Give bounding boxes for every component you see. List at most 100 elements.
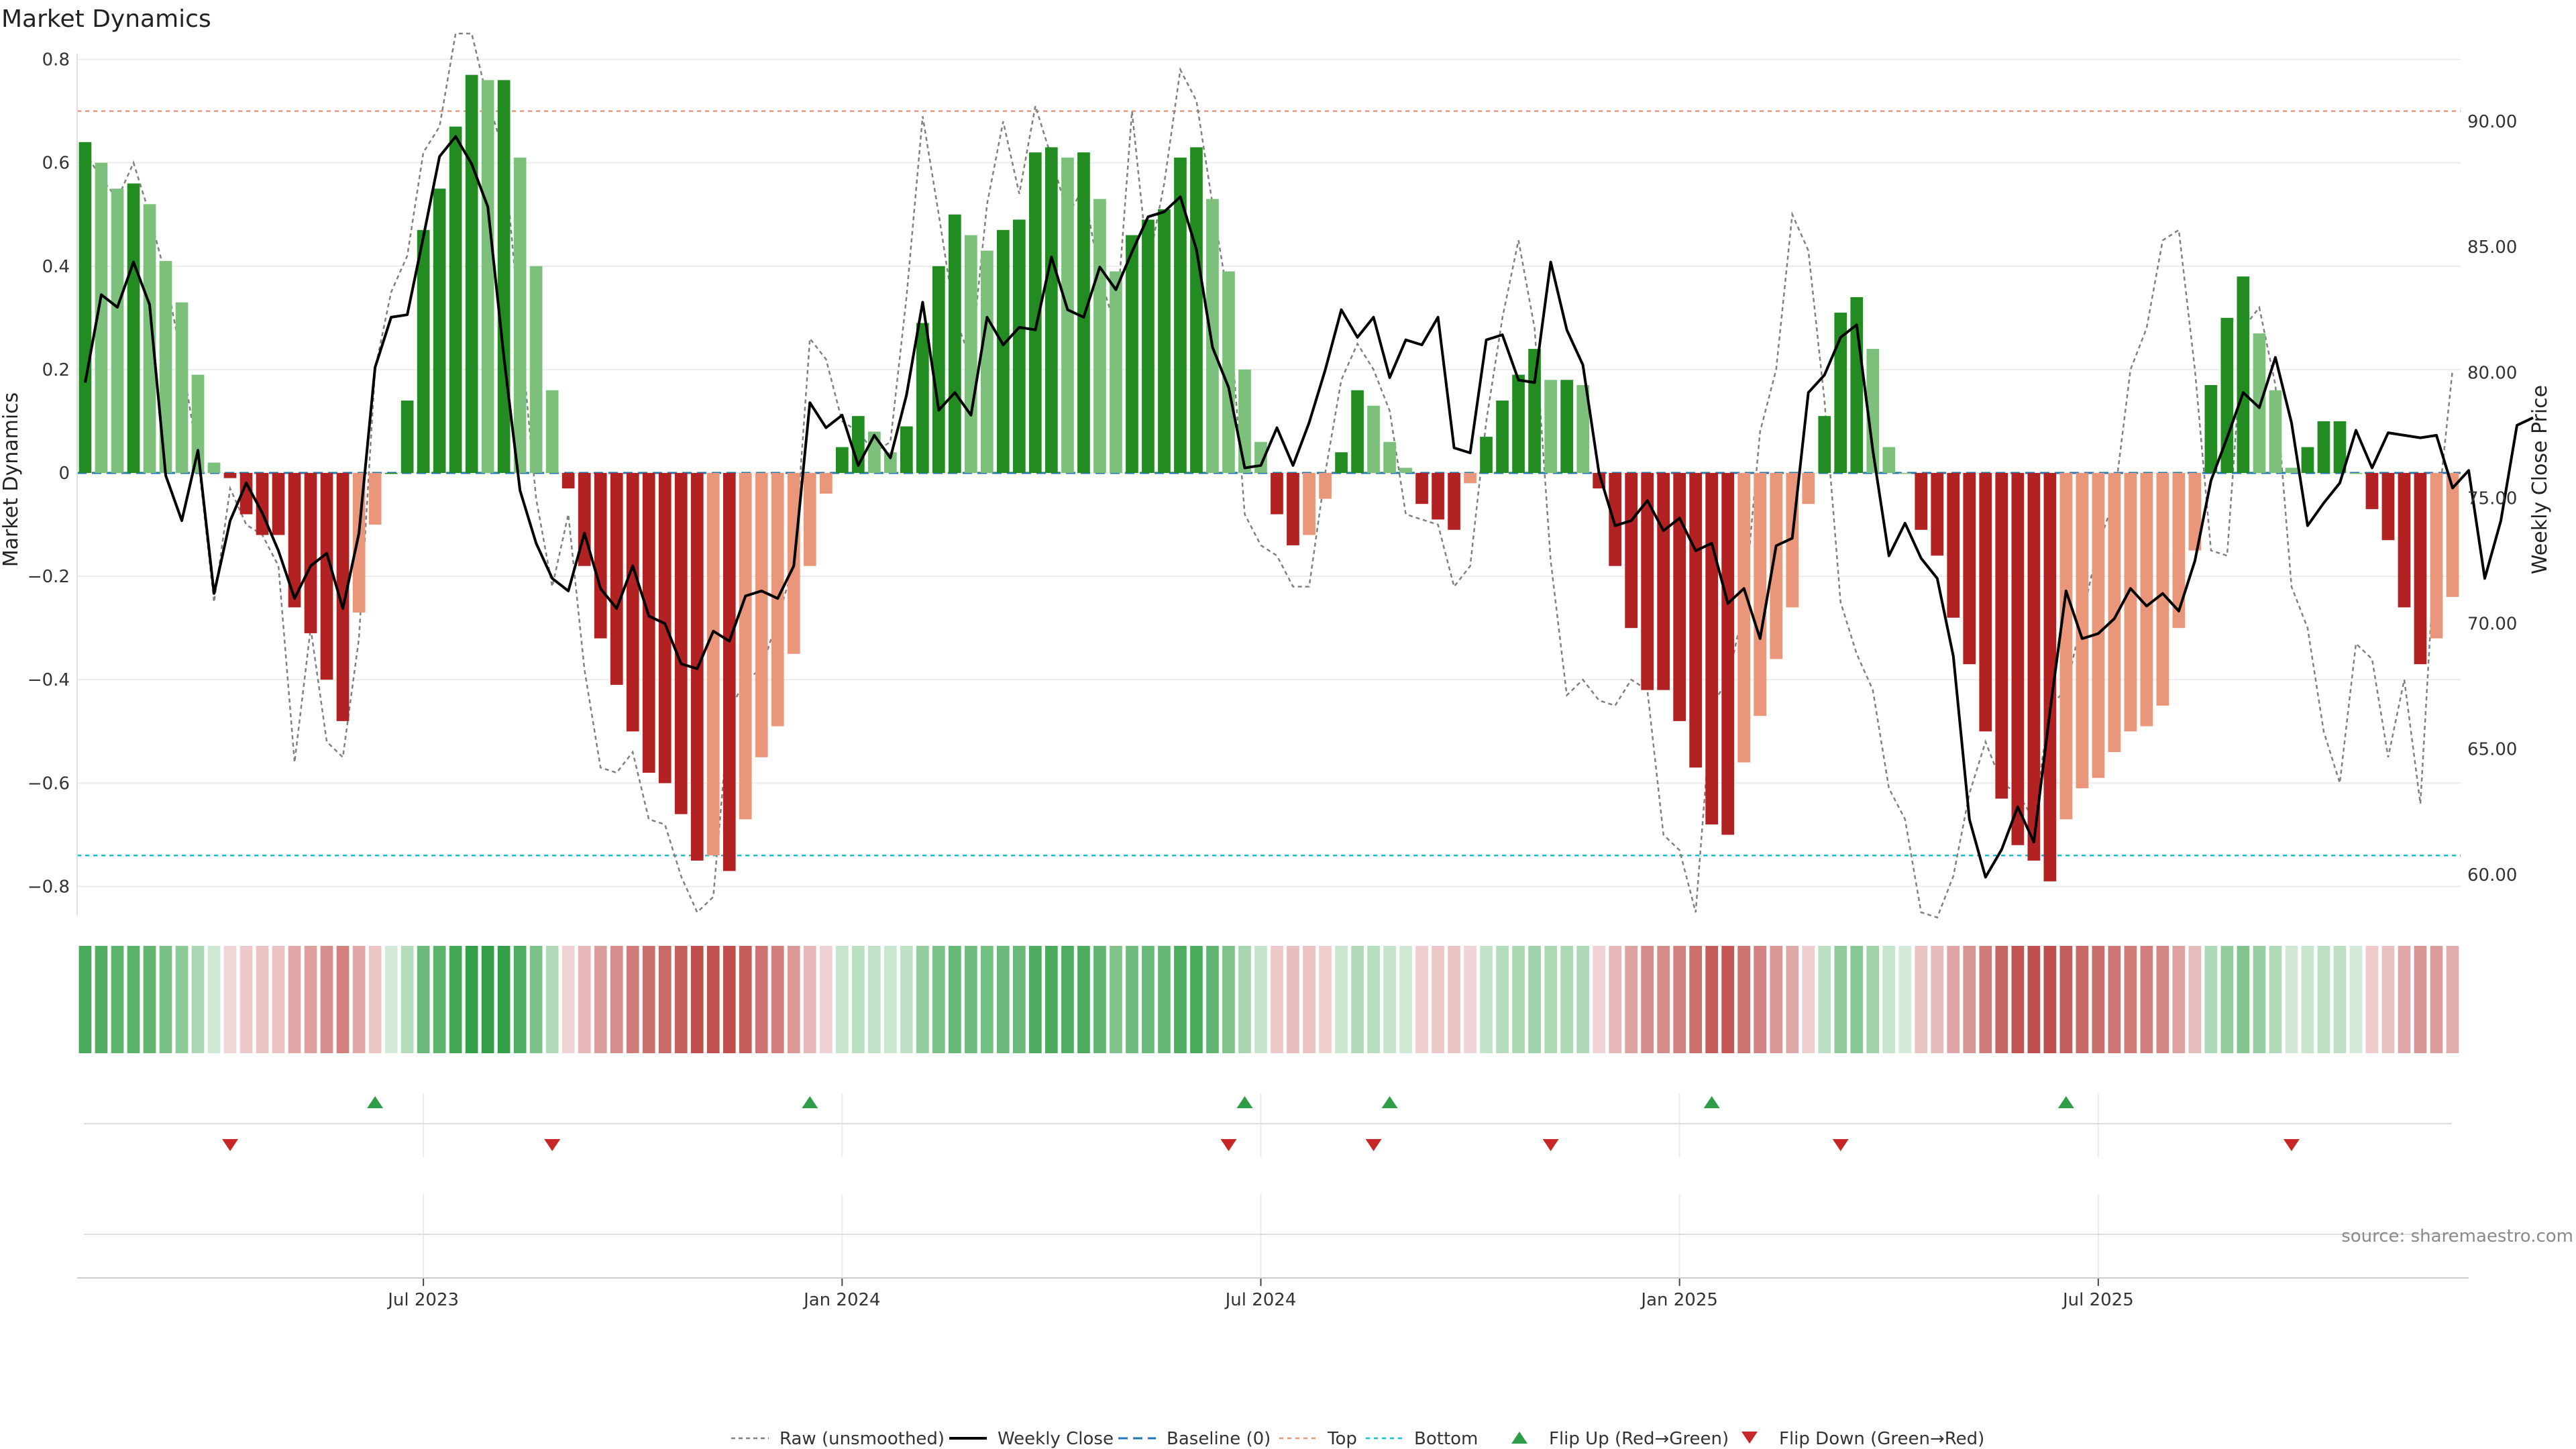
bar	[143, 204, 156, 473]
heat-cell	[1689, 946, 1702, 1053]
heat-cell	[1110, 946, 1122, 1053]
heat-cell	[916, 946, 929, 1053]
y-tick-label: 0.6	[42, 154, 70, 174]
heat-cell	[1383, 946, 1396, 1053]
heat-cell	[304, 946, 317, 1053]
bar	[111, 189, 124, 473]
heat-cell	[561, 946, 575, 1053]
heat-cell	[884, 946, 897, 1053]
heat-cell	[2381, 946, 2395, 1053]
heat-cell	[755, 946, 768, 1053]
x-tick-label: Jan 2025	[1640, 1290, 1718, 1310]
bar	[1093, 199, 1106, 473]
bar	[1029, 152, 1042, 473]
bar	[2381, 473, 2395, 541]
bar	[78, 142, 92, 474]
bar	[481, 80, 494, 473]
legend-label: Weekly Close	[998, 1429, 1114, 1449]
heat-cell	[223, 946, 237, 1053]
bar	[2076, 473, 2089, 789]
bar	[368, 473, 382, 525]
heat-cell	[207, 946, 221, 1053]
bar	[127, 183, 140, 473]
bar	[191, 374, 205, 473]
bar	[900, 426, 913, 473]
heat-cell	[852, 946, 865, 1053]
heat-cell	[1705, 946, 1718, 1053]
heat-cell	[2011, 946, 2025, 1053]
heat-cell	[1915, 946, 1928, 1053]
bar	[1367, 405, 1380, 473]
bar	[594, 473, 607, 639]
heat-cell	[2092, 946, 2105, 1053]
bar	[1222, 271, 1235, 473]
bar	[2011, 473, 2025, 845]
heat-cell	[529, 946, 543, 1053]
heat-cell	[739, 946, 752, 1053]
heat-cell	[433, 946, 446, 1053]
heat-cell	[2043, 946, 2057, 1053]
bar	[1287, 473, 1299, 545]
bar	[2172, 473, 2186, 629]
bar	[2414, 473, 2427, 665]
heat-cell	[836, 946, 849, 1053]
bar	[2333, 421, 2347, 473]
legend: Raw (unsmoothed) Weekly Close Baseline (0)…	[731, 1429, 1984, 1449]
heat-cell	[1544, 946, 1557, 1053]
heat-cell	[1254, 946, 1267, 1053]
x-tick-label: Jul 2025	[2061, 1290, 2134, 1310]
flip-up-marker	[1381, 1096, 1398, 1108]
heat-cell	[513, 946, 527, 1053]
heat-cell	[1882, 946, 1896, 1053]
y2-tick-label: 70.00	[2467, 614, 2517, 635]
bar	[949, 214, 961, 473]
heat-cell	[674, 946, 688, 1053]
heat-cell	[175, 946, 189, 1053]
bar	[1721, 473, 1734, 835]
heat-cell	[1464, 946, 1477, 1053]
legend-label: Raw (unsmoothed)	[780, 1429, 945, 1449]
market-dynamics-bars	[78, 74, 2459, 881]
heat-cell	[1077, 946, 1090, 1053]
bar	[2059, 473, 2073, 820]
bar	[1931, 473, 1944, 556]
y2-tick-label: 90.00	[2467, 112, 2517, 132]
legend-label: Bottom	[1414, 1429, 1478, 1449]
bar	[1480, 437, 1493, 473]
flip-down-marker	[1365, 1139, 1382, 1151]
heat-cell	[1029, 946, 1042, 1053]
heat-cell	[1222, 946, 1235, 1053]
heat-cell	[1898, 946, 1912, 1053]
heat-cell	[900, 946, 913, 1053]
bar	[1013, 219, 1026, 473]
heat-cell	[1979, 946, 1992, 1053]
bar	[1415, 473, 1428, 504]
flip-up-marker	[367, 1096, 384, 1108]
bar	[159, 261, 172, 473]
bar	[1576, 385, 1589, 473]
heat-cell	[2269, 946, 2282, 1053]
y2-tick-label: 85.00	[2467, 237, 2517, 258]
heat-cell	[1786, 946, 1799, 1053]
bar	[1947, 473, 1960, 618]
heat-cell	[1754, 946, 1766, 1053]
y-tick-label: 0.8	[42, 50, 70, 70]
heat-cell	[1142, 946, 1155, 1053]
heat-cell	[1866, 946, 1880, 1053]
heat-cell	[1399, 946, 1412, 1053]
heat-cell	[2108, 946, 2121, 1053]
bar	[1512, 374, 1525, 473]
heat-cell	[1432, 946, 1444, 1053]
bar	[820, 473, 833, 494]
bar	[336, 473, 350, 721]
heat-cell	[1271, 946, 1283, 1053]
bar	[320, 473, 333, 680]
legend-item: Baseline (0)	[1118, 1429, 1271, 1449]
y2-axis-label: Weekly Close Price	[2528, 385, 2552, 574]
heat-cell	[465, 946, 478, 1053]
heat-cell	[1190, 946, 1203, 1053]
heat-strip	[78, 946, 2459, 1053]
bar	[1979, 473, 1992, 732]
heat-cell	[1061, 946, 1074, 1053]
bar	[1625, 473, 1638, 629]
